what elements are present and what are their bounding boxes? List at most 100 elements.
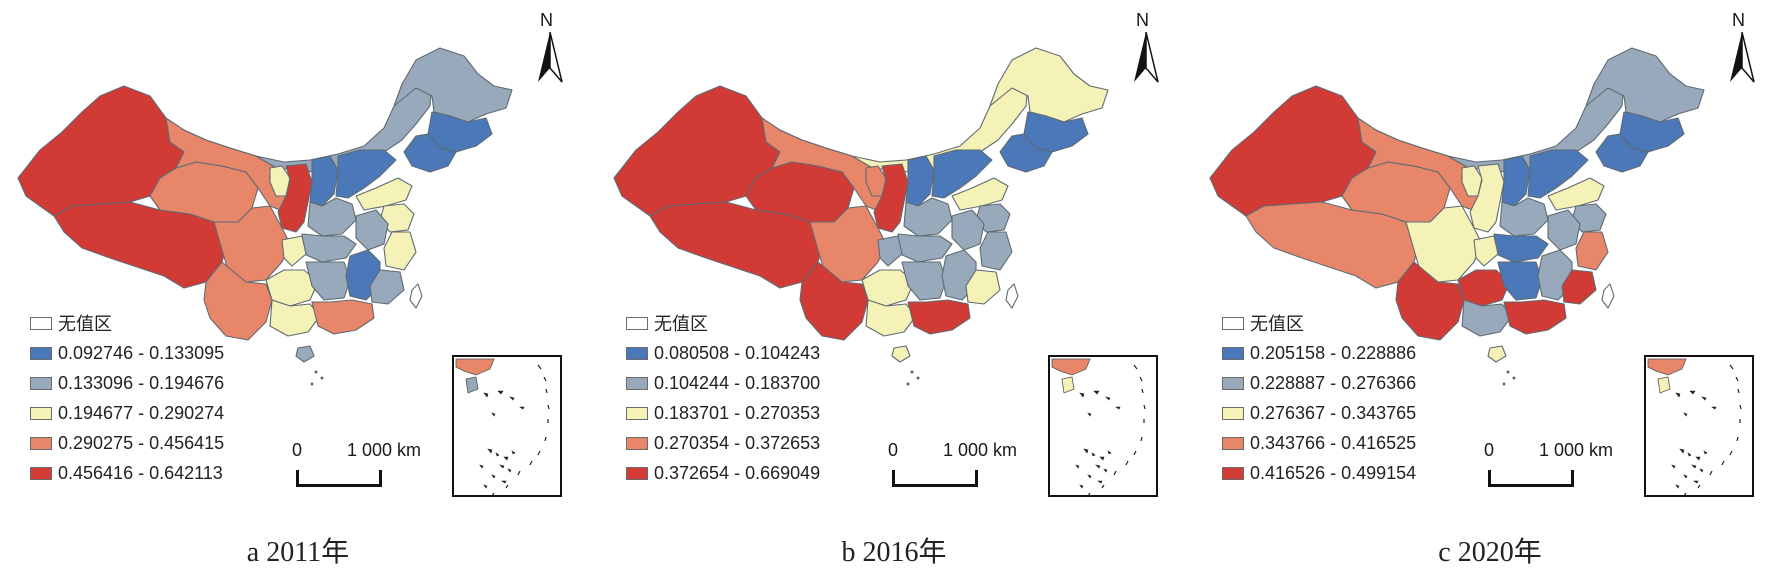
scale-start: 0 bbox=[888, 440, 899, 460]
legend-swatch bbox=[1222, 406, 1244, 420]
region-fujian bbox=[1561, 269, 1597, 305]
south-china-sea-inset bbox=[1644, 355, 1754, 497]
north-label: N bbox=[540, 10, 553, 30]
legend-swatch bbox=[626, 316, 648, 330]
legend-swatch bbox=[1222, 316, 1244, 330]
legend-swatch bbox=[626, 466, 648, 480]
north-arrow-icon bbox=[538, 31, 563, 83]
legend-swatch bbox=[1222, 346, 1244, 360]
legend-item: 0.228887 - 0.276366 bbox=[1222, 368, 1416, 398]
legend-swatch bbox=[30, 376, 52, 390]
region-shandong bbox=[355, 177, 413, 211]
legend-item: 0.270354 - 0.372653 bbox=[626, 428, 820, 458]
legend-label: 0.270354 - 0.372653 bbox=[654, 432, 821, 453]
legend-swatch bbox=[626, 346, 648, 360]
region-hebei bbox=[931, 149, 993, 199]
legend-label: 0.456416 - 0.642113 bbox=[58, 462, 223, 483]
scale-bar-line bbox=[296, 470, 382, 487]
region-guangdong bbox=[1503, 299, 1567, 335]
legend-item: 0.276367 - 0.343765 bbox=[1222, 398, 1416, 428]
legend-swatch bbox=[626, 406, 648, 420]
legend-item: 0.343766 - 0.416525 bbox=[1222, 428, 1416, 458]
region-guangdong bbox=[907, 299, 971, 335]
legend-label: 0.205158 - 0.228886 bbox=[1250, 342, 1417, 363]
panel-caption: a 2011年 bbox=[246, 537, 350, 568]
legend-label: 0.276367 - 0.343765 bbox=[1250, 402, 1417, 423]
region-liaoning bbox=[999, 133, 1053, 173]
china-map-2020 bbox=[1209, 47, 1705, 386]
legend-item: 0.416526 - 0.499154 bbox=[1222, 458, 1416, 488]
legend-item: 无值区 bbox=[1222, 308, 1416, 338]
region-guangxi bbox=[1461, 299, 1513, 337]
island-mark bbox=[906, 382, 910, 386]
scale-end: 1 000 km bbox=[347, 440, 422, 460]
north-arrow: N bbox=[530, 10, 570, 88]
island-mark bbox=[320, 376, 324, 380]
legend-swatch bbox=[1222, 436, 1244, 450]
legend-label: 0.290275 - 0.456415 bbox=[58, 432, 225, 453]
legend-item: 0.205158 - 0.228886 bbox=[1222, 338, 1416, 368]
region-guangdong bbox=[311, 299, 375, 335]
panel-caption: c 2020年 bbox=[1438, 537, 1542, 568]
legend-label: 0.183701 - 0.270353 bbox=[654, 402, 821, 423]
region-shanxi bbox=[309, 155, 339, 207]
legend-item: 0.372654 - 0.669049 bbox=[626, 458, 820, 488]
inset-map bbox=[1051, 358, 1146, 495]
region-anhui bbox=[951, 209, 985, 251]
region-hubei bbox=[301, 233, 357, 263]
legend-swatch bbox=[30, 406, 52, 420]
legend-swatch bbox=[626, 376, 648, 390]
region-fujian bbox=[965, 269, 1001, 305]
region-heilongjiang bbox=[393, 47, 513, 123]
region-liaoning bbox=[403, 133, 457, 173]
scale-bar-line bbox=[892, 470, 978, 487]
island-mark bbox=[916, 376, 920, 380]
legend-item: 0.133096 - 0.194676 bbox=[30, 368, 224, 398]
legend-swatch bbox=[30, 436, 52, 450]
china-map-2016 bbox=[613, 47, 1109, 386]
legend-item: 无值区 bbox=[30, 308, 224, 338]
region-anhui bbox=[355, 209, 389, 251]
legend-swatch bbox=[30, 466, 52, 480]
north-arrow-icon bbox=[1134, 31, 1159, 83]
region-hunan bbox=[305, 261, 351, 301]
region-heilongjiang bbox=[989, 47, 1109, 123]
legend-label: 0.194677 - 0.290274 bbox=[58, 402, 225, 423]
region-taiwan bbox=[1601, 283, 1615, 309]
region-hainan bbox=[1487, 345, 1507, 363]
island-mark bbox=[1502, 382, 1506, 386]
north-arrow: N bbox=[1722, 10, 1762, 88]
region-hubei bbox=[897, 233, 953, 263]
scale-bar-line bbox=[1488, 470, 1574, 487]
region-shanxi bbox=[905, 155, 935, 207]
region-yunnan bbox=[799, 261, 869, 341]
inset-map bbox=[1647, 358, 1742, 495]
legend: 无值区 0.080508 - 0.104243 0.104244 - 0.183… bbox=[626, 308, 820, 488]
scale-end: 1 000 km bbox=[1539, 440, 1614, 460]
legend: 无值区 0.205158 - 0.228886 0.228887 - 0.276… bbox=[1222, 308, 1416, 488]
island-mark bbox=[1506, 370, 1510, 374]
region-hainan bbox=[891, 345, 911, 363]
north-label: N bbox=[1732, 10, 1745, 30]
region-hunan bbox=[1497, 261, 1543, 301]
north-arrow-icon bbox=[1730, 31, 1755, 83]
region-henan bbox=[903, 197, 953, 237]
legend-item: 0.194677 - 0.290274 bbox=[30, 398, 224, 428]
south-china-sea-inset bbox=[452, 355, 562, 497]
region-yunnan bbox=[1395, 261, 1465, 341]
legend-label: 0.092746 - 0.133095 bbox=[58, 342, 225, 363]
legend-item: 无值区 bbox=[626, 308, 820, 338]
south-china-sea-inset bbox=[1048, 355, 1158, 497]
legend-item: 0.290275 - 0.456415 bbox=[30, 428, 224, 458]
north-label: N bbox=[1136, 10, 1149, 30]
region-guangxi bbox=[269, 299, 321, 337]
legend-swatch bbox=[30, 346, 52, 360]
legend-item: 0.456416 - 0.642113 bbox=[30, 458, 224, 488]
region-chongqing bbox=[877, 235, 903, 267]
region-chongqing bbox=[1473, 235, 1499, 267]
island-mark bbox=[1512, 376, 1516, 380]
legend-item: 0.092746 - 0.133095 bbox=[30, 338, 224, 368]
legend-swatch bbox=[1222, 466, 1244, 480]
scale-end: 1 000 km bbox=[943, 440, 1018, 460]
